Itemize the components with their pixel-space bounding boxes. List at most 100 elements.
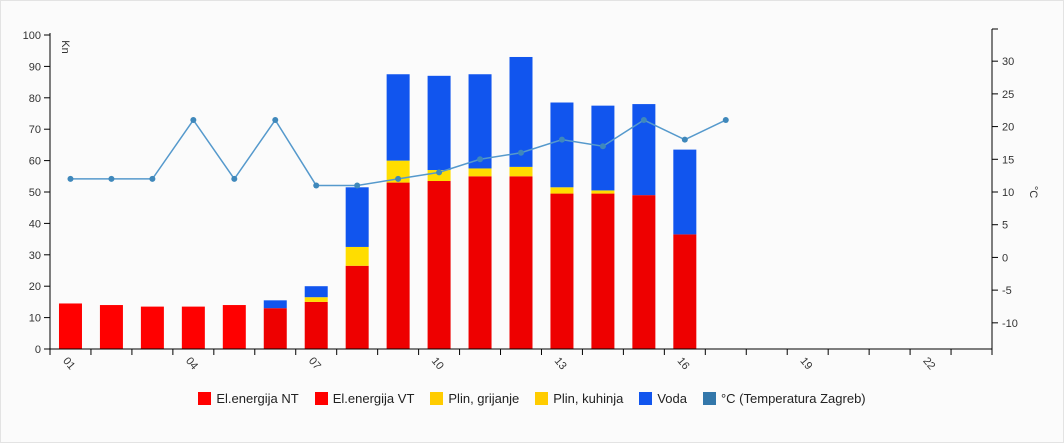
bar-segment[interactable] — [222, 305, 246, 349]
bar-segment[interactable] — [58, 303, 82, 349]
temperature-point[interactable] — [395, 175, 402, 182]
bar-segment[interactable] — [591, 193, 615, 349]
y-right-tick-label: 25 — [1002, 89, 1014, 101]
y-left-tick-label: 20 — [29, 281, 41, 293]
x-tick-label: 07 — [306, 355, 323, 372]
temperature-point[interactable] — [190, 117, 197, 124]
bar-segment[interactable] — [345, 246, 369, 266]
bar-segment[interactable] — [468, 168, 492, 177]
y-left-tick-label: 0 — [35, 344, 41, 356]
bar-segment[interactable] — [509, 166, 533, 177]
bar-segment[interactable] — [263, 308, 287, 349]
temperature-point[interactable] — [313, 182, 320, 189]
y-left-tick-label: 100 — [23, 30, 41, 42]
temperature-point[interactable] — [149, 175, 156, 182]
x-tick-label: 13 — [552, 355, 569, 372]
bar-segment[interactable] — [386, 160, 410, 183]
bar-segment[interactable] — [386, 182, 410, 349]
legend-item-voda[interactable]: Voda — [639, 391, 687, 406]
temperature-point[interactable] — [640, 117, 647, 124]
y-right-tick-label: 5 — [1002, 220, 1008, 232]
y-left-tick-label: 30 — [29, 250, 41, 262]
temperature-point[interactable] — [722, 117, 729, 124]
bar-segment[interactable] — [345, 187, 369, 247]
bar-segment[interactable] — [304, 297, 328, 302]
legend-label: El.energija VT — [332, 391, 415, 406]
bar-segment[interactable] — [263, 300, 287, 309]
y-left-tick-label: 60 — [29, 156, 41, 168]
y-right-tick-label: 20 — [1002, 122, 1014, 134]
temperature-point[interactable] — [477, 156, 484, 163]
chart-svg: 0102030405060708090100Kn-10-505101520253… — [23, 28, 1039, 372]
legend-label: Plin, kuhinja — [553, 391, 624, 406]
temperature-point[interactable] — [599, 143, 606, 150]
x-tick-label: 19 — [797, 355, 814, 372]
bar-segment[interactable] — [181, 306, 205, 349]
legend-label: °C (Temperatura Zagreb) — [720, 391, 866, 406]
x-tick-label: 16 — [675, 355, 692, 372]
y-left-tick-label: 90 — [29, 61, 41, 73]
bar-segment[interactable] — [550, 102, 574, 188]
y-right-tick-label: 30 — [1002, 56, 1014, 68]
legend-label: Voda — [657, 391, 687, 406]
bar-segment[interactable] — [468, 176, 492, 349]
y-left-tick-label: 80 — [29, 93, 41, 105]
bar-segment[interactable] — [468, 74, 492, 169]
x-tick-label: 10 — [429, 355, 446, 372]
bar-segment[interactable] — [304, 286, 328, 298]
y-left-tick-label: 40 — [29, 218, 41, 230]
bar-segment[interactable] — [632, 104, 656, 196]
bar-segment[interactable] — [427, 181, 451, 349]
legend-swatch — [314, 392, 328, 405]
bar-segment[interactable] — [550, 187, 574, 194]
legend-item-el-energija-nt[interactable]: El.energija NT — [198, 391, 299, 406]
bar-segment[interactable] — [99, 305, 123, 349]
legend-swatch — [702, 392, 716, 405]
x-tick-label: 01 — [60, 355, 77, 372]
bar-segment[interactable] — [345, 265, 369, 349]
legend-swatch — [198, 392, 212, 405]
temperature-point[interactable] — [108, 175, 115, 182]
bar-segment[interactable] — [304, 301, 328, 349]
bar-segment[interactable] — [140, 306, 164, 349]
legend-item-plin-kuhinja[interactable]: Plin, kuhinja — [535, 391, 623, 406]
y-right-tick-label: 15 — [1002, 154, 1014, 166]
legend-item-el-energija-vt[interactable]: El.energija VT — [314, 391, 415, 406]
temperature-point[interactable] — [354, 182, 361, 189]
legend-item-temperatura[interactable]: °C (Temperatura Zagreb) — [702, 391, 866, 406]
bar-segment[interactable] — [673, 234, 697, 349]
bar-segment[interactable] — [386, 74, 410, 161]
bar-segment[interactable] — [632, 195, 656, 349]
bar-segment[interactable] — [427, 75, 451, 171]
temperature-point[interactable] — [558, 136, 565, 143]
temperature-point[interactable] — [231, 175, 238, 182]
temperature-point[interactable] — [436, 169, 443, 176]
y-right-axis-label: °C — [1027, 186, 1039, 198]
y-right-tick-label: 0 — [1002, 252, 1008, 264]
legend-swatch — [535, 392, 549, 405]
bar-segment[interactable] — [509, 56, 533, 167]
bar-segment[interactable] — [673, 149, 697, 235]
temperature-point[interactable] — [272, 117, 279, 124]
legend: El.energija NT El.energija VT Plin, grij… — [0, 391, 1064, 406]
y-left-axis-label: Kn — [59, 40, 71, 53]
y-right-tick-label: 10 — [1002, 187, 1014, 199]
temperature-point[interactable] — [67, 175, 74, 182]
y-left-tick-label: 50 — [29, 187, 41, 199]
legend-item-plin-grijanje[interactable]: Plin, grijanje — [430, 391, 519, 406]
x-tick-label: 22 — [920, 355, 937, 372]
y-right-tick-label: -10 — [1002, 318, 1018, 330]
bar-segment[interactable] — [509, 176, 533, 349]
bar-segment[interactable] — [427, 170, 451, 182]
bar-segment[interactable] — [550, 193, 574, 349]
legend-label: Plin, grijanje — [448, 391, 520, 406]
temperature-point[interactable] — [518, 149, 524, 156]
legend-swatch — [430, 392, 444, 405]
y-right-tick-label: -5 — [1002, 285, 1012, 297]
x-tick-label: 04 — [183, 355, 200, 372]
temperature-point[interactable] — [681, 136, 688, 143]
legend-label: El.energija NT — [216, 391, 299, 406]
bar-segment[interactable] — [591, 190, 615, 194]
legend-swatch — [639, 392, 653, 405]
